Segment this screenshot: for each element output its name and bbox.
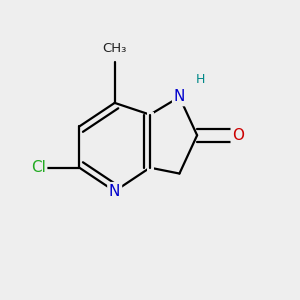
Text: N: N	[109, 184, 120, 199]
Text: Cl: Cl	[31, 160, 46, 175]
Text: CH₃: CH₃	[103, 42, 127, 55]
Text: H: H	[195, 73, 205, 86]
Text: N: N	[174, 89, 185, 104]
Text: O: O	[232, 128, 244, 143]
